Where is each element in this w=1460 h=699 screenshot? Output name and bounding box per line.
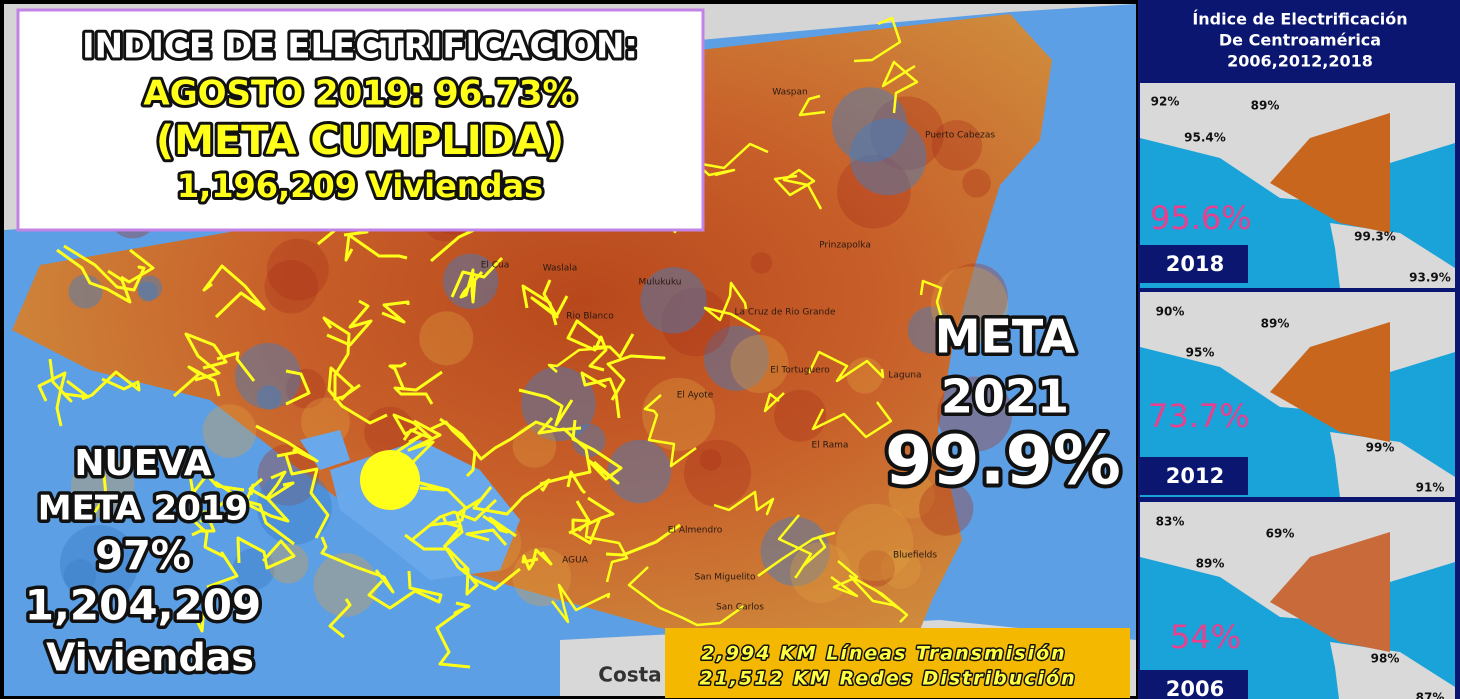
place-label: AGUA	[562, 556, 589, 566]
side-panels: Índice de Electrificación De Centroaméric…	[1138, 10, 1455, 699]
new-goal-value: 97%	[95, 533, 191, 579]
header-title: INDICE DE ELECTRIFICACION:	[82, 27, 638, 67]
place-label: El Almendro	[668, 526, 723, 536]
place-label: Waslala	[543, 264, 578, 274]
infographic: Waspan Puerto Cabezas Prinzapolka La Cruz d…	[0, 0, 1460, 699]
year-label: 2006	[1166, 677, 1224, 699]
header-homes: 1,196,209 Viviendas	[177, 167, 543, 205]
country-value: 83%	[1156, 515, 1185, 529]
network-distribution: 21,512 KM Redes Distribución	[699, 668, 1076, 690]
place-label: Bluefields	[893, 551, 937, 561]
country-value: 89%	[1196, 557, 1225, 571]
nicaragua-value: 73.7%	[1148, 397, 1250, 435]
coverage-blob	[69, 275, 103, 309]
country-value: 90%	[1156, 305, 1185, 319]
new-goal-homes: 1,204,209	[25, 581, 261, 630]
coverage-blob	[138, 281, 158, 301]
header-august: AGOSTO 2019: 96.73%	[143, 74, 576, 114]
goal-year: 2021	[941, 370, 1069, 424]
coverage-blob	[730, 335, 788, 393]
country-value: 92%	[1151, 95, 1180, 109]
coverage-blob	[257, 385, 282, 410]
place-label: Mulukuku	[639, 278, 682, 288]
coverage-blob	[850, 118, 927, 195]
place-label: Costa	[598, 663, 661, 687]
place-label: El Tortuguero	[770, 366, 830, 376]
place-label: Waspan	[772, 88, 807, 98]
place-label: San Miguelito	[694, 573, 756, 583]
country-value: 99%	[1366, 441, 1395, 455]
place-label: Puerto Cabezas	[925, 131, 995, 141]
goal-label: META	[935, 310, 1076, 364]
nicaragua-value: 54%	[1170, 618, 1241, 656]
new-goal-line2: META 2019	[38, 489, 248, 529]
country-value: 95.4%	[1184, 131, 1226, 145]
nicaragua-value: 95.6%	[1150, 199, 1252, 237]
side-title: 2006,2012,2018	[1227, 52, 1373, 71]
country-value: 91%	[1416, 481, 1445, 495]
place-label: La Cruz de Rio Grande	[734, 308, 836, 318]
place-label: El Cua	[481, 261, 510, 271]
coverage-blob	[419, 311, 473, 365]
country-value: 69%	[1266, 527, 1295, 541]
year-label: 2012	[1166, 464, 1224, 488]
goal-value: 99.9%	[885, 422, 1121, 501]
country-value: 93.9%	[1409, 271, 1451, 285]
place-label: Prinzapolka	[819, 241, 871, 251]
country-value: 95%	[1186, 346, 1215, 360]
year-label: 2018	[1166, 252, 1224, 276]
network-transmission: 2,994 KM Líneas Transmisión	[701, 643, 1066, 665]
country-value: 87%	[1416, 691, 1445, 699]
place-label: Rio Blanco	[566, 312, 614, 322]
coverage-blob	[962, 169, 991, 198]
place-label: El Rama	[812, 441, 849, 451]
new-goal-unit: Viviendas	[46, 636, 254, 680]
country-value: 89%	[1251, 99, 1280, 113]
coverage-blob	[265, 260, 319, 314]
country-value: 98%	[1371, 652, 1400, 666]
place-label: San Carlos	[716, 603, 764, 613]
side-title: De Centroamérica	[1219, 31, 1381, 50]
side-title: Índice de Electrificación	[1192, 10, 1407, 29]
new-goal-line1: NUEVA	[74, 443, 211, 484]
managua-grid	[360, 450, 420, 510]
coverage-blob	[932, 120, 983, 171]
country-value: 99.3%	[1354, 230, 1396, 244]
coverage-blob	[751, 252, 773, 274]
country-value: 89%	[1261, 317, 1290, 331]
header-status: (META CUMPLIDA)	[156, 118, 564, 164]
place-label: Laguna	[888, 371, 921, 381]
place-label: El Ayote	[677, 391, 714, 401]
